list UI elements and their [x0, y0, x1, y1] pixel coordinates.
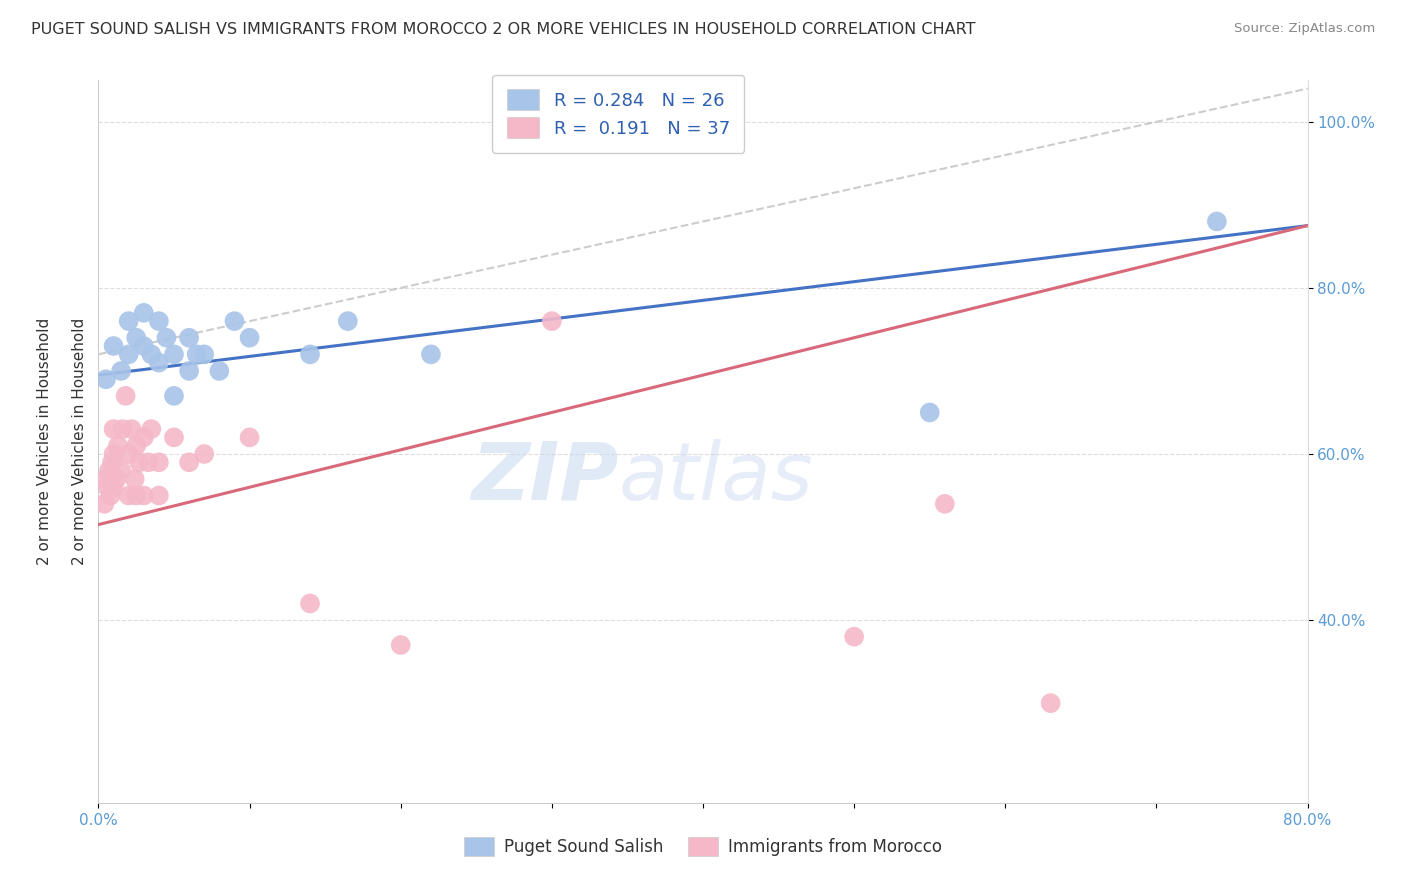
Point: [103, 447, 125, 461]
Point: [132, 489, 155, 503]
Point: [186, 347, 208, 361]
Point: [124, 472, 146, 486]
Point: [239, 430, 262, 444]
Point: [110, 464, 132, 478]
Point: [103, 480, 125, 494]
Point: [163, 389, 186, 403]
Point: [336, 314, 359, 328]
Point: [125, 489, 148, 503]
Point: [420, 347, 443, 361]
Point: [163, 430, 186, 444]
Point: [93, 497, 115, 511]
Point: [148, 455, 170, 469]
Point: [118, 347, 141, 361]
Point: [934, 497, 956, 511]
Point: [179, 364, 201, 378]
Point: [118, 489, 141, 503]
Point: [111, 422, 134, 436]
Point: [132, 339, 155, 353]
Point: [103, 339, 125, 353]
Point: [141, 422, 163, 436]
Point: [132, 430, 155, 444]
Point: [193, 447, 215, 461]
Point: [239, 331, 262, 345]
Point: [98, 464, 121, 478]
Point: [94, 472, 117, 486]
Text: 2 or more Vehicles in Household: 2 or more Vehicles in Household: [37, 318, 52, 566]
Y-axis label: 2 or more Vehicles in Household: 2 or more Vehicles in Household: [72, 318, 87, 566]
Point: [208, 364, 231, 378]
Text: ZIP: ZIP: [471, 439, 619, 516]
Point: [118, 314, 141, 328]
Point: [141, 347, 163, 361]
Point: [105, 472, 128, 486]
Point: [299, 597, 322, 611]
Point: [179, 331, 201, 345]
Legend: Puget Sound Salish, Immigrants from Morocco: Puget Sound Salish, Immigrants from Moro…: [457, 830, 949, 863]
Point: [193, 347, 215, 361]
Point: [94, 372, 117, 386]
Point: [125, 439, 148, 453]
Point: [121, 422, 143, 436]
Point: [103, 422, 125, 436]
Point: [299, 347, 322, 361]
Point: [148, 489, 170, 503]
Point: [125, 331, 148, 345]
Point: [136, 455, 159, 469]
Point: [96, 480, 118, 494]
Point: [128, 455, 150, 469]
Point: [114, 389, 136, 403]
Point: [110, 364, 132, 378]
Point: [155, 331, 177, 345]
Point: [132, 306, 155, 320]
Point: [224, 314, 246, 328]
Point: [1039, 696, 1062, 710]
Point: [100, 489, 122, 503]
Point: [389, 638, 412, 652]
Point: [179, 455, 201, 469]
Text: atlas: atlas: [619, 439, 813, 516]
Point: [107, 439, 129, 453]
Point: [148, 356, 170, 370]
Text: Source: ZipAtlas.com: Source: ZipAtlas.com: [1234, 22, 1375, 36]
Point: [118, 447, 141, 461]
Point: [101, 455, 124, 469]
Point: [540, 314, 562, 328]
Point: [1206, 214, 1229, 228]
Point: [844, 630, 866, 644]
Point: [918, 405, 941, 419]
Point: [148, 314, 170, 328]
Text: PUGET SOUND SALISH VS IMMIGRANTS FROM MOROCCO 2 OR MORE VEHICLES IN HOUSEHOLD CO: PUGET SOUND SALISH VS IMMIGRANTS FROM MO…: [31, 22, 976, 37]
Point: [163, 347, 186, 361]
